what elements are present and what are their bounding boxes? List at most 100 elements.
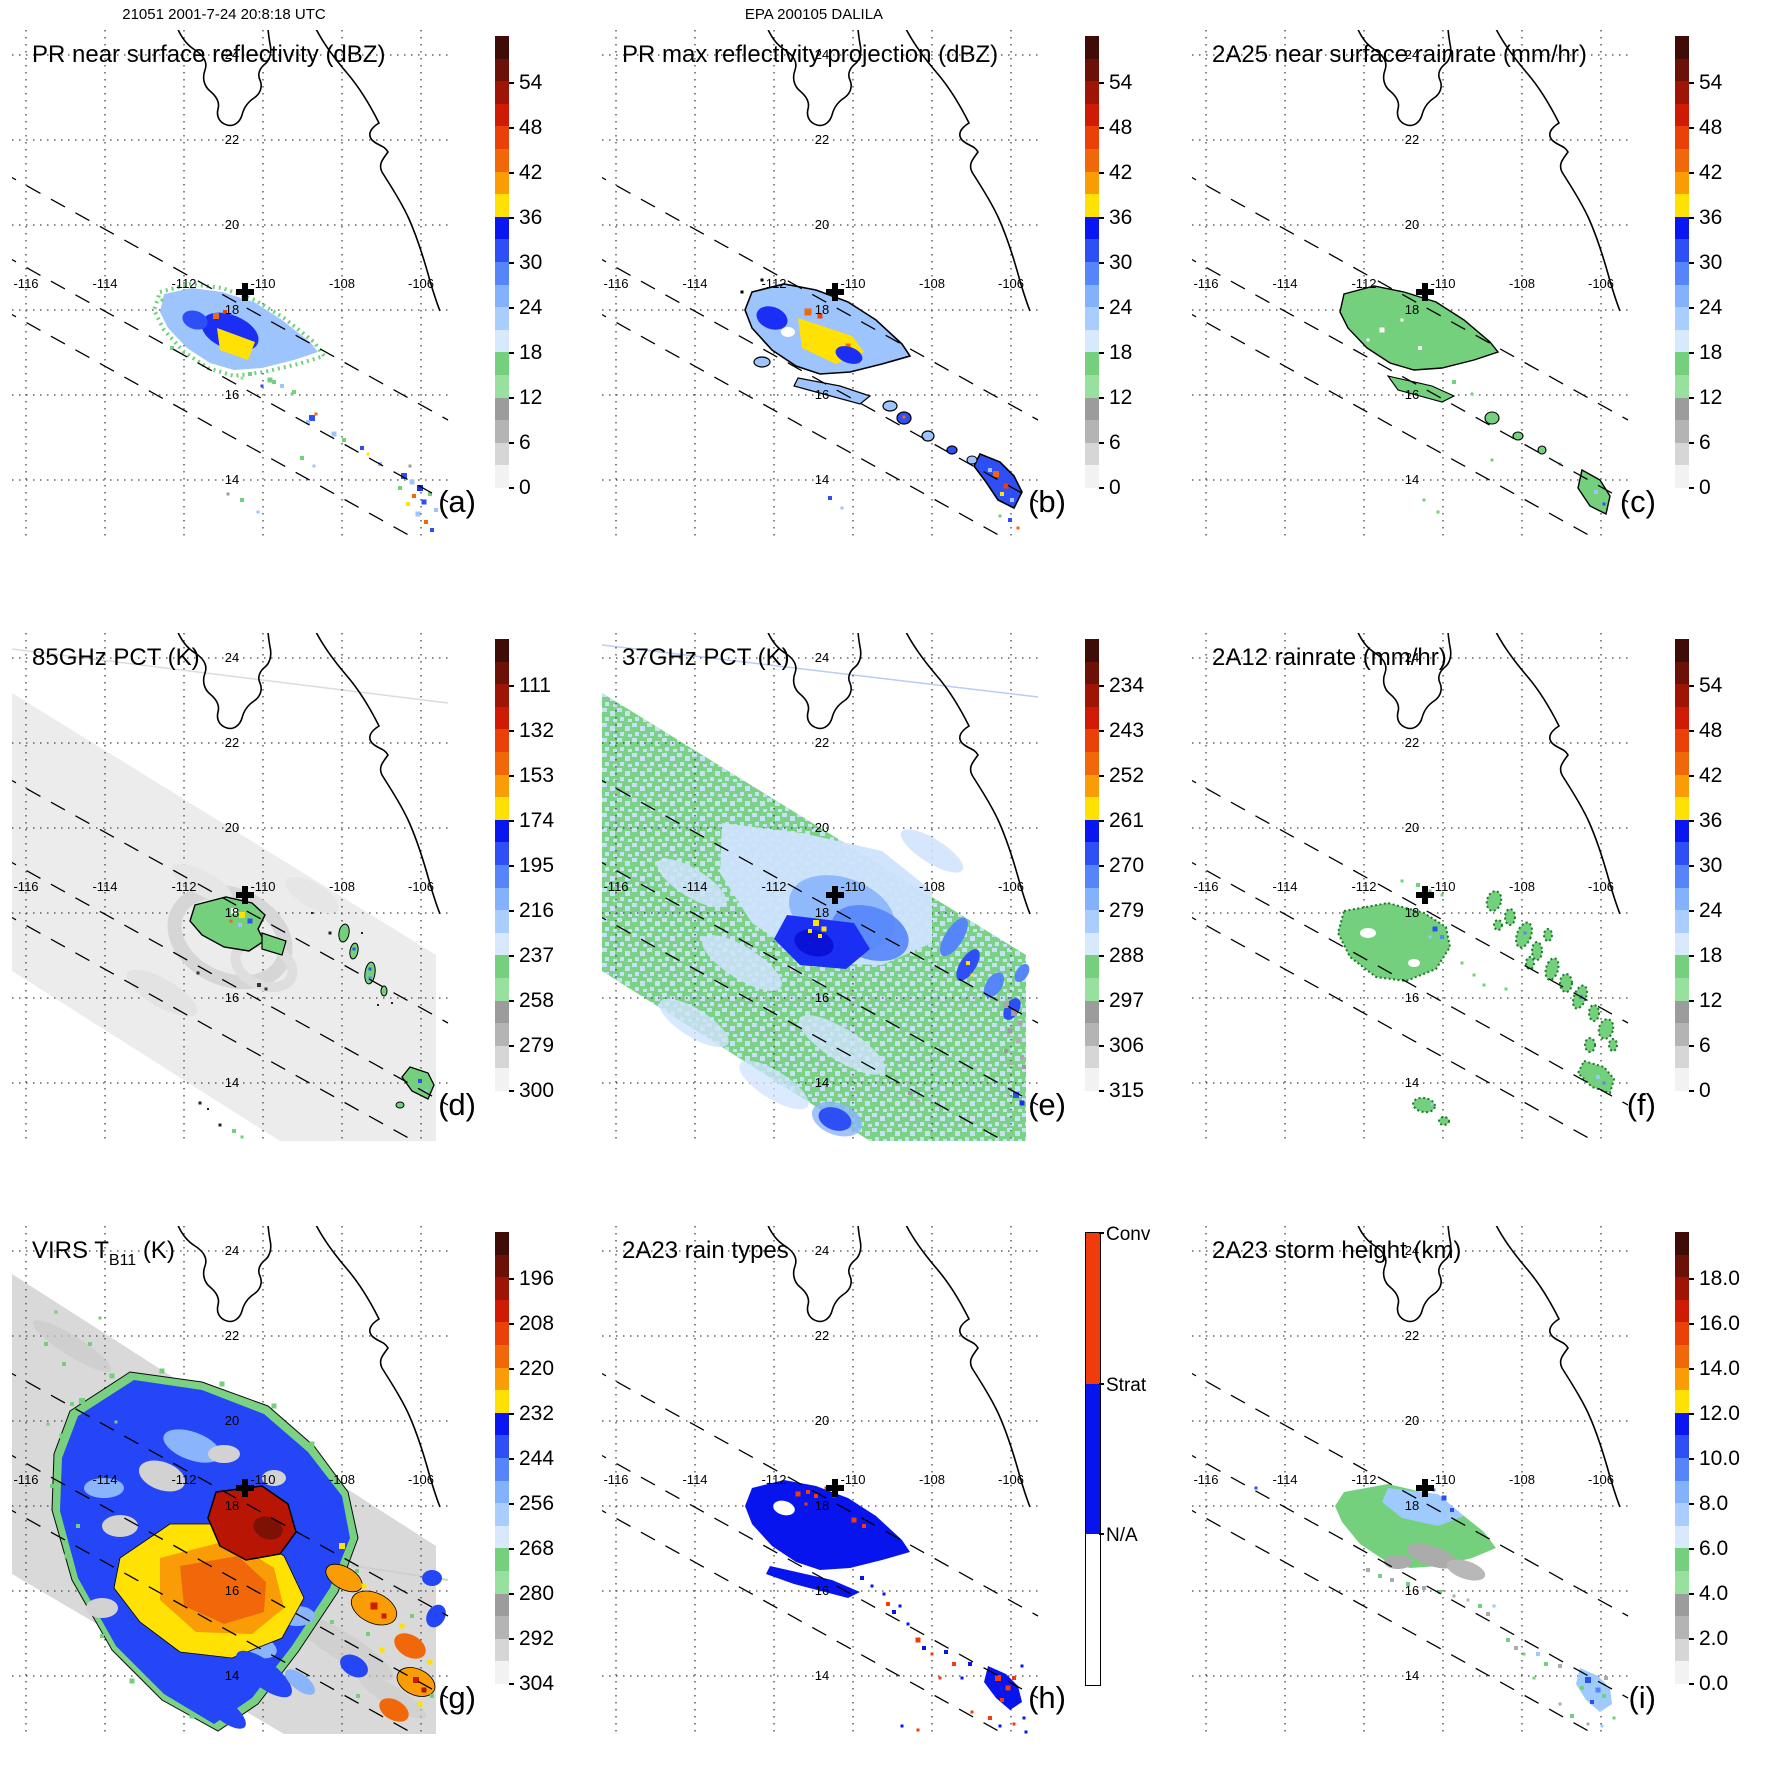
latitude-label: 16 <box>225 387 239 402</box>
data-blob <box>1515 921 1533 949</box>
data-pixel <box>331 431 337 437</box>
longitude-label: -112 <box>171 1472 196 1487</box>
colorbar-segment <box>1675 1322 1689 1345</box>
latitude-label: 20 <box>815 217 829 232</box>
colorbar-segment <box>1085 329 1099 353</box>
coastline <box>905 633 1031 915</box>
data-pixel <box>1416 883 1420 887</box>
pixel-cluster <box>226 380 382 514</box>
colorbar-segment <box>495 706 509 730</box>
data-pixel <box>1460 961 1464 965</box>
swath-edge-line <box>1192 916 1596 1141</box>
data-pixel <box>427 1659 433 1665</box>
colorbar-f: 54 48 42 36 30 24 18 12 6 0 <box>1675 639 1771 1102</box>
data-pixel <box>421 499 427 505</box>
colorbar-h: Conv Strat N/A <box>1085 1224 1185 1686</box>
colorbar-ramp <box>495 639 509 1091</box>
colorbar-segment <box>495 329 509 353</box>
colorbar-segment <box>1675 751 1689 775</box>
panel-letter: (b) <box>1028 484 1066 519</box>
data-pixel <box>418 1079 422 1083</box>
colorbar-tick-label: 24 <box>519 296 543 319</box>
colorbar-tick <box>1689 1090 1694 1092</box>
colorbar-segment <box>495 1068 509 1091</box>
panel-letter: (i) <box>1628 1680 1656 1715</box>
colorbar-segment <box>495 239 509 262</box>
data-blob <box>940 917 968 957</box>
coastline <box>1495 1226 1621 1508</box>
latitude-label: 18 <box>225 905 239 920</box>
colorbar-tick-label: 18 <box>519 341 543 364</box>
data-pixel <box>845 343 851 349</box>
colorbar-tick <box>1099 730 1104 732</box>
data-pixel <box>1482 983 1486 987</box>
longitude-label: -106 <box>1588 1472 1614 1487</box>
pixel-cluster <box>988 468 1014 502</box>
orbit-track-line <box>12 648 449 704</box>
colorbar-tick <box>1099 775 1104 777</box>
longitude-label: -108 <box>919 879 945 894</box>
data-pixel <box>309 1441 315 1447</box>
colorbar-segment <box>1085 194 1099 217</box>
data-pixel <box>410 1614 414 1618</box>
colorbar-segment <box>1675 1367 1689 1391</box>
longitude-label: -116 <box>1193 879 1218 894</box>
data-pixel <box>988 1716 992 1720</box>
colorbar-tick-label: 243 <box>1109 719 1145 742</box>
colorbar-tick-label: 0.0 <box>1699 1672 1729 1695</box>
latitude-label: 24 <box>1405 650 1419 665</box>
latitude-label: 22 <box>225 1328 239 1343</box>
panel-g-map: -116 -114 -112 -110 -108 -106 24 22 20 18 16 14 VIRS… <box>12 1226 476 1734</box>
colorbar-tick-label: 48 <box>1699 719 1723 742</box>
colorbar-tick <box>509 865 514 867</box>
colorbar-segment <box>495 284 509 308</box>
colorbar-tick-label: 24 <box>1109 296 1133 319</box>
colorbar-segment <box>1675 1232 1689 1255</box>
colorbar-segment <box>495 774 509 798</box>
colorbar-segment <box>1085 684 1099 707</box>
swath-edge-line <box>602 779 1039 1024</box>
colorbar-segment <box>1085 977 1099 1001</box>
colorbar-tick <box>509 1593 514 1595</box>
data-pixel <box>1612 1716 1616 1720</box>
pixel-cluster <box>1596 1075 1606 1085</box>
colorbar-category-label: Conv <box>1106 1224 1151 1245</box>
data-pixel <box>814 1494 818 1498</box>
colorbar-tick-label: 195 <box>519 854 555 877</box>
data-blob <box>921 430 935 442</box>
colorbar-tick <box>1689 307 1694 309</box>
data-pixel <box>79 1398 85 1404</box>
data-pixel <box>898 1604 902 1608</box>
colorbar-segment <box>1675 1299 1689 1323</box>
colorbar-tick-label: 232 <box>519 1402 555 1425</box>
colorbar-tick-label: 54 <box>519 71 543 94</box>
data-pixel <box>421 1687 427 1693</box>
data-pixel <box>408 464 412 468</box>
swath-edge-line <box>12 258 449 503</box>
data-pixel <box>231 908 237 914</box>
data-pixel <box>1470 392 1474 396</box>
colorbar-tick <box>1099 955 1104 957</box>
colorbar-segment <box>495 1457 509 1481</box>
heavy-rain-core <box>217 328 255 360</box>
colorbar-tick <box>509 307 514 309</box>
colorbar-segment <box>495 1299 509 1323</box>
data-pixel <box>360 446 364 450</box>
colorbar-tick-label: 268 <box>519 1537 555 1560</box>
pixel-cluster <box>900 1664 1028 1734</box>
colorbar-segment <box>495 639 509 662</box>
colorbar-ramp <box>495 1232 509 1684</box>
data-blob <box>236 1650 292 1698</box>
colorbar-tick-label: 279 <box>1109 899 1145 922</box>
pixel-cluster <box>370 1602 387 1619</box>
swath-edge-line <box>602 1372 1039 1617</box>
colorbar-tick-label: 30 <box>1699 251 1723 274</box>
colorbar-segment <box>1085 819 1099 843</box>
panel-letter: (d) <box>438 1087 476 1122</box>
colorbar-tick-label: 6.0 <box>1699 1537 1729 1560</box>
data-pixel <box>223 310 227 314</box>
colorbar-segment <box>1675 639 1689 662</box>
colorbar-segment <box>1085 307 1099 330</box>
pixel-cluster <box>804 308 851 349</box>
longitude-label: -108 <box>919 276 945 291</box>
